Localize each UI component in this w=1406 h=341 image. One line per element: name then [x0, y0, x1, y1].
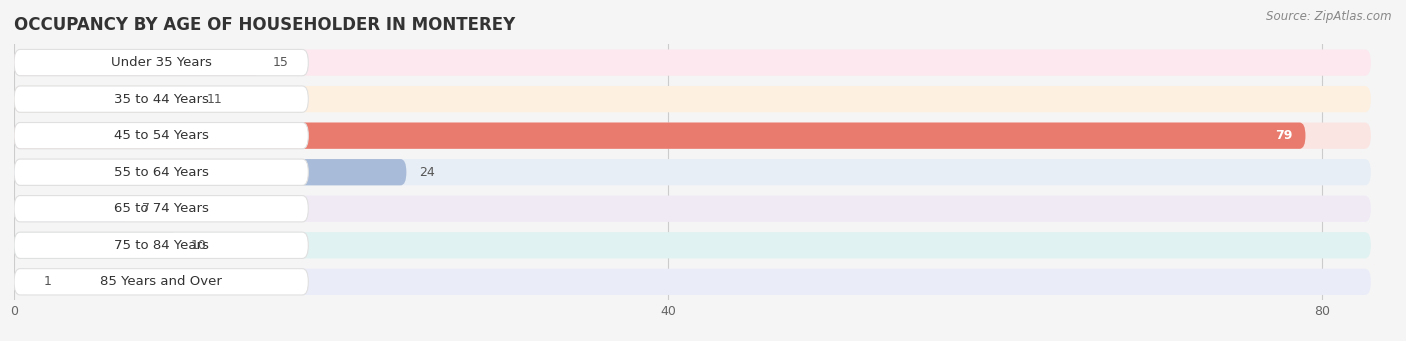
Text: 45 to 54 Years: 45 to 54 Years: [114, 129, 208, 142]
Text: 65 to 74 Years: 65 to 74 Years: [114, 202, 208, 215]
FancyBboxPatch shape: [14, 49, 308, 76]
Text: 75 to 84 Years: 75 to 84 Years: [114, 239, 208, 252]
FancyBboxPatch shape: [14, 196, 1371, 222]
Text: 35 to 44 Years: 35 to 44 Years: [114, 93, 208, 106]
FancyBboxPatch shape: [14, 86, 194, 112]
Text: 55 to 64 Years: 55 to 64 Years: [114, 166, 208, 179]
FancyBboxPatch shape: [14, 232, 1371, 258]
FancyBboxPatch shape: [14, 86, 1371, 112]
FancyBboxPatch shape: [14, 232, 177, 258]
FancyBboxPatch shape: [14, 86, 308, 112]
FancyBboxPatch shape: [14, 122, 308, 149]
FancyBboxPatch shape: [14, 269, 31, 295]
FancyBboxPatch shape: [14, 196, 308, 222]
Text: OCCUPANCY BY AGE OF HOUSEHOLDER IN MONTEREY: OCCUPANCY BY AGE OF HOUSEHOLDER IN MONTE…: [14, 16, 516, 34]
Text: 10: 10: [191, 239, 207, 252]
Text: 7: 7: [142, 202, 149, 215]
Text: 11: 11: [207, 93, 222, 106]
FancyBboxPatch shape: [14, 122, 1305, 149]
Text: 1: 1: [44, 275, 52, 288]
FancyBboxPatch shape: [14, 159, 308, 186]
Text: Source: ZipAtlas.com: Source: ZipAtlas.com: [1267, 10, 1392, 23]
FancyBboxPatch shape: [14, 269, 1371, 295]
Text: 79: 79: [1275, 129, 1292, 142]
FancyBboxPatch shape: [14, 159, 1371, 186]
FancyBboxPatch shape: [14, 196, 128, 222]
FancyBboxPatch shape: [14, 269, 308, 295]
FancyBboxPatch shape: [14, 49, 1371, 76]
FancyBboxPatch shape: [14, 232, 308, 258]
Text: 24: 24: [419, 166, 436, 179]
Text: 15: 15: [273, 56, 288, 69]
FancyBboxPatch shape: [14, 122, 1371, 149]
FancyBboxPatch shape: [14, 159, 406, 186]
Text: Under 35 Years: Under 35 Years: [111, 56, 212, 69]
Text: 85 Years and Over: 85 Years and Over: [100, 275, 222, 288]
FancyBboxPatch shape: [14, 49, 259, 76]
